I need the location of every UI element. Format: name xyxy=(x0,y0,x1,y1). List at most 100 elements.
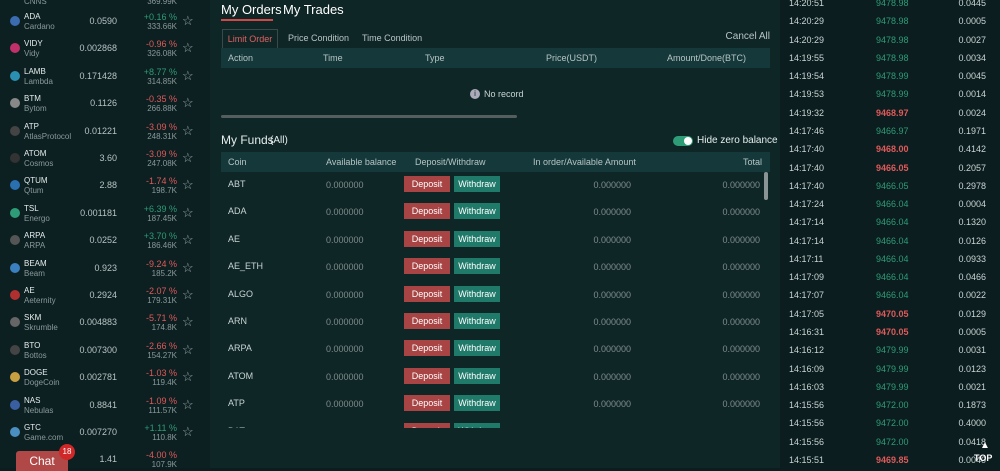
coin-symbol: QTUM xyxy=(24,176,48,186)
coin-change: -1.09 % xyxy=(145,395,177,406)
coin-icon xyxy=(10,262,20,273)
trade-price: 9478.98 xyxy=(876,52,909,63)
favorite-star[interactable]: ☆ xyxy=(182,341,194,357)
coin-row[interactable]: NAS Nebulas 0.8841 -1.09 % 111.57K ☆ xyxy=(0,391,210,418)
tab-my-orders[interactable]: My Orders xyxy=(221,2,282,17)
trade-price: 9466.05 xyxy=(876,180,909,191)
favorite-star[interactable]: ☆ xyxy=(182,95,194,111)
coin-symbol: LAMB xyxy=(24,66,46,76)
coin-row[interactable]: BTO Bottos 0.007300 -2.66 % 154.27K ☆ xyxy=(0,336,210,363)
tab-my-trades[interactable]: My Trades xyxy=(283,2,344,17)
coin-price: 0.2924 xyxy=(89,290,117,300)
deposit-button[interactable]: Deposit xyxy=(404,203,450,220)
deposit-button[interactable]: Deposit xyxy=(404,422,450,428)
coin-row[interactable]: BTM Bytom 0.1126 -0.35 % 266.88K ☆ xyxy=(0,89,210,116)
chat-button[interactable]: Chat xyxy=(16,451,68,471)
trade-amount: 0.4000 xyxy=(958,418,986,429)
funds-body: ABT 0.000000 Deposit Withdraw 0.000000 0.0000… xyxy=(210,172,780,428)
funds-column: Available balance xyxy=(326,157,397,167)
deposit-button[interactable]: Deposit xyxy=(404,395,450,412)
withdraw-button[interactable]: Withdraw xyxy=(454,230,500,247)
trade-time: 14:19:55 xyxy=(789,52,825,63)
deposit-button[interactable]: Deposit xyxy=(404,230,450,247)
deposit-button[interactable]: Deposit xyxy=(404,258,450,275)
trade-time: 14:19:53 xyxy=(789,89,825,100)
trade-time: 14:20:51 xyxy=(789,0,825,8)
favorite-star[interactable]: ☆ xyxy=(182,232,194,248)
total: 0.000000 xyxy=(722,180,760,190)
withdraw-button[interactable]: Withdraw xyxy=(454,395,500,412)
cancel-all[interactable]: Cancel All xyxy=(725,31,770,42)
coin: BAT xyxy=(228,426,245,428)
deposit-button[interactable]: Deposit xyxy=(404,340,450,357)
favorite-star[interactable]: ☆ xyxy=(182,177,194,193)
coin: ATP xyxy=(228,398,245,409)
trade-amount: 0.0004 xyxy=(958,199,986,210)
coin-row[interactable]: VIDY Vidy 0.002868 -0.96 % 326.08K ☆ xyxy=(0,34,210,61)
withdraw-button[interactable]: Withdraw xyxy=(454,203,500,220)
favorite-star[interactable]: ☆ xyxy=(182,396,194,412)
coin-row[interactable]: ATOM Cosmos 3.60 -3.09 % 247.08K ☆ xyxy=(0,144,210,171)
favorite-star[interactable]: ☆ xyxy=(182,424,194,439)
coin-row[interactable]: AE Aeternity 0.2924 -2.07 % 179.31K ☆ xyxy=(0,281,210,308)
in-order: 0.000000 xyxy=(593,317,631,327)
favorite-star[interactable]: ☆ xyxy=(182,369,194,385)
coin-row[interactable]: ARPA ARPA 0.0252 +3.70 % 186.46K ☆ xyxy=(0,226,210,253)
coin: ARN xyxy=(228,316,248,326)
subtab-price[interactable]: Price Condition xyxy=(288,33,350,43)
trade-amount: 0.0040 xyxy=(958,455,986,465)
coin-row[interactable]: GTC Game.com 0.007270 +1.11 % 110.8K ☆ xyxy=(0,418,210,445)
trade-time: 14:15:56 xyxy=(789,400,825,411)
withdraw-button[interactable]: Withdraw xyxy=(454,422,500,428)
deposit-button[interactable]: Deposit xyxy=(404,313,450,329)
withdraw-button[interactable]: Withdraw xyxy=(454,176,500,192)
deposit-button[interactable]: Deposit xyxy=(404,367,450,384)
subtab-time[interactable]: Time Condition xyxy=(362,33,423,43)
orders-funds: My Orders My Trades Limit Order Price Condi… xyxy=(210,0,780,468)
coin-row[interactable]: TSL Energo 0.001181 +6.39 % 187.45K ☆ xyxy=(0,199,210,226)
coin-symbol: AE xyxy=(24,286,35,295)
total: 0.000000 xyxy=(722,262,760,273)
favorite-star[interactable]: ☆ xyxy=(182,259,194,275)
favorite-star[interactable]: ☆ xyxy=(182,314,194,330)
coin-row[interactable]: DOGE DogeCoin 0.002781 -1.03 % 119.4K ☆ xyxy=(0,363,210,390)
coin-row[interactable]: ATP AtlasProtocol 0.01221 -3.09 % 248.31K ☆ xyxy=(0,117,210,144)
orders-column: Amount/Done(BTC) xyxy=(667,53,747,63)
withdraw-button[interactable]: Withdraw xyxy=(454,285,500,302)
trade-amount: 0.0022 xyxy=(958,290,986,301)
favorite-star[interactable]: ☆ xyxy=(182,13,194,28)
withdraw-button[interactable]: Withdraw xyxy=(454,258,500,275)
favorite-star[interactable]: ☆ xyxy=(182,150,194,165)
coin-icon xyxy=(10,235,20,246)
withdraw-button[interactable]: Withdraw xyxy=(454,313,500,329)
trade-price: 9466.05 xyxy=(876,162,909,173)
in-order: 0.000000 xyxy=(593,289,631,300)
withdraw-button[interactable]: Withdraw xyxy=(454,367,500,384)
in-order: 0.000000 xyxy=(593,344,631,355)
coin-row[interactable]: QTUM Qtum 2.88 -1.74 % 198.7K ☆ xyxy=(0,171,210,198)
favorite-star[interactable]: ☆ xyxy=(182,67,194,83)
toggle[interactable] xyxy=(673,136,693,146)
coin-row[interactable]: SKM Skrumble 0.004883 -5.71 % 174.8K ☆ xyxy=(0,308,210,335)
coin-change: -1.74 % xyxy=(145,176,177,187)
top-button[interactable]: ▲ TOP xyxy=(972,440,998,466)
deposit-button[interactable]: Deposit xyxy=(404,176,450,192)
withdraw-button[interactable]: Withdraw xyxy=(454,340,500,357)
coin-row[interactable]: ADA Cardano 0.0590 +0.16 % 333.66K ☆ xyxy=(0,7,210,34)
trade-amount: 0.0024 xyxy=(958,107,986,118)
favorite-star[interactable]: ☆ xyxy=(182,122,194,138)
subtab-limit[interactable]: Limit Order xyxy=(222,29,278,49)
coin-name: Nebulas xyxy=(24,405,54,415)
coin-row[interactable]: LAMB Lambda 0.171428 +8.77 % 314.85K ☆ xyxy=(0,62,210,89)
favorite-star[interactable]: ☆ xyxy=(182,40,194,56)
coin-change: -0.96 % xyxy=(145,39,177,50)
trade-amount: 0.0034 xyxy=(958,52,986,63)
coin-symbol: DOGE xyxy=(24,368,48,378)
favorite-star[interactable]: ☆ xyxy=(182,204,194,220)
coin-row[interactable]: BEAM Beam 0.923 -9.24 % 185.2K ☆ xyxy=(0,254,210,281)
deposit-button[interactable]: Deposit xyxy=(404,285,450,302)
coin-price: 0.1126 xyxy=(90,98,117,109)
trade-time: 14:17:14 xyxy=(789,235,825,246)
favorite-star[interactable]: ☆ xyxy=(182,287,194,302)
coin: ARPA xyxy=(228,343,252,354)
